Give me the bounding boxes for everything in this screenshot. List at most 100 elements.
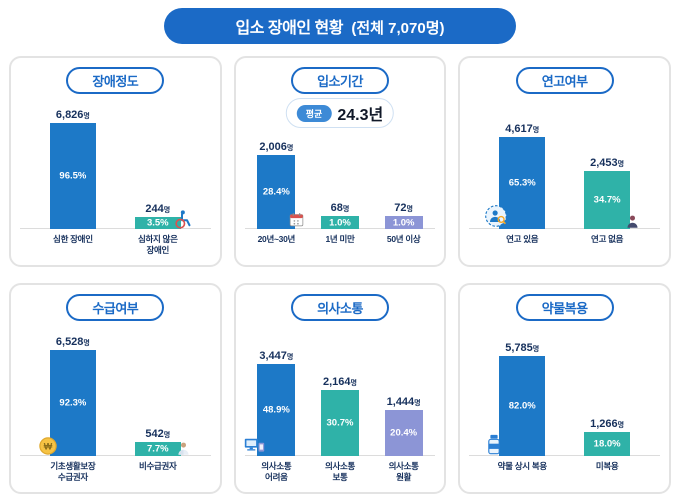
average-badge-value: 24.3년: [337, 107, 384, 124]
bar-label: 약물 상시 복용: [497, 461, 548, 471]
panel-communication: 의사소통 3,447명 48.9% 의사소통 어려움 2,164명 30.7%: [233, 283, 447, 494]
wheelchair-icon: [172, 209, 192, 229]
bar-chart-admission-period: 평균 24.3년 2,006명 28.4% 20년~30년 68명: [241, 98, 440, 258]
panel-grid: 장애정도 6,826명 96.5% 심한 장애인 244명 3.5% 심하지 않…: [0, 56, 680, 494]
bar-label: 심한 장애인: [53, 234, 93, 244]
bar: 3.5%: [134, 217, 181, 229]
bar-label: 미복용: [595, 461, 619, 471]
bar-percent: 65.3%: [508, 177, 536, 189]
bar-value: 2,453명: [590, 157, 625, 169]
bar: 82.0%: [499, 356, 546, 456]
bar-group: 4,617명 65.3% 연고 있음: [485, 98, 550, 258]
bar-group: 1,266명 18.0% 미복용: [579, 325, 635, 485]
bar-chart-family-ties: 4,617명 65.3% 연고 있음 2,453명 34.7% 연고 없음: [465, 98, 664, 258]
panel-row-1: 장애정도 6,826명 96.5% 심한 장애인 244명 3.5% 심하지 않…: [9, 56, 672, 267]
bar-label: 비수급권자: [138, 461, 177, 471]
average-badge-label: 평균: [296, 104, 332, 122]
bar-percent: 3.5%: [146, 217, 169, 229]
bar-label: 심하지 않은 장애인: [137, 234, 178, 255]
bar-percent: 1.0%: [329, 217, 351, 228]
person-search-icon: [484, 204, 508, 228]
bar-group: 6,826명 96.5% 심한 장애인: [45, 98, 101, 258]
bar-group: 244명 3.5% 심하지 않은 장애인: [130, 98, 191, 258]
bar-label: 의사소통 원활: [388, 461, 419, 482]
bar-value: 542명: [145, 428, 171, 440]
bar-value: 1,266명: [590, 418, 625, 430]
bar-percent: 30.7%: [326, 417, 354, 429]
bar: 30.7%: [320, 390, 359, 456]
person-icon: [625, 214, 640, 229]
bar-percent: 92.3%: [59, 397, 87, 409]
bar-value: 2,006명: [259, 141, 294, 153]
bar-label: 20년~30년: [257, 234, 296, 244]
panel-title: 장애정도: [66, 67, 165, 94]
bar: 7.7%: [134, 442, 181, 456]
bar-value: 72명: [394, 202, 413, 214]
bar-chart-communication: 3,447명 48.9% 의사소통 어려움 2,164명 30.7% 의사소통 …: [241, 325, 440, 485]
bar-group: 68명 1.0% 1년 미만: [312, 98, 368, 258]
bar-percent: 82.0%: [508, 400, 536, 412]
bar: 18.0%: [584, 432, 631, 456]
coin-icon: ₩: [39, 437, 57, 455]
bar-chart-medication: 5,785명 82.0% 약물 상시 복용 1,266명 18.0% 미복용: [465, 325, 664, 485]
bar-label: 의사소통 어려움: [261, 461, 292, 482]
bar-value: 6,826명: [55, 109, 90, 121]
bar: 28.4%: [257, 155, 296, 229]
panel-title: 입소기간: [291, 67, 389, 94]
panel-title: 수급여부: [66, 294, 165, 321]
bar-value: 3,447명: [259, 350, 294, 362]
bar-label: 50년 이상: [386, 234, 421, 244]
bar: 1.0%: [320, 216, 359, 229]
bar-group: 542명 7.7% 비수급권자: [130, 325, 189, 485]
bar-value: 1,444명: [386, 396, 421, 408]
panel-title: 연고여부: [515, 67, 614, 94]
bar: 34.7%: [584, 171, 631, 229]
bar-value: 5,785명: [505, 342, 540, 354]
bar-value: 68명: [330, 202, 350, 214]
bar-percent: 20.4%: [390, 427, 418, 439]
bar-group: 1,444명 20.4% 의사소통 원활: [376, 325, 432, 485]
bar-label: 연고 없음: [591, 234, 624, 244]
bar-percent: 1.0%: [392, 217, 415, 228]
panel-title: 약물복용: [515, 294, 614, 321]
page-title-total: (전체 7,070명): [351, 20, 445, 37]
panel-title: 의사소통: [291, 294, 389, 321]
panel-benefit-status: 수급여부 6,528명 92.3% 기초생활보장 수급권자 ₩ 542명 7.7…: [9, 283, 222, 494]
bar-group: 2,164명 30.7% 의사소통 보통: [312, 325, 368, 485]
panel-disability-degree: 장애정도 6,826명 96.5% 심한 장애인 244명 3.5% 심하지 않…: [9, 56, 222, 267]
bar-percent: 7.7%: [146, 443, 169, 455]
bar-percent: 48.9%: [262, 404, 290, 416]
panel-medication: 약물복용 5,785명 82.0% 약물 상시 복용 1,266명 18.0%: [458, 283, 672, 494]
bar-group: 2,453명 34.7% 연고 없음: [579, 98, 638, 258]
bar-percent: 18.0%: [593, 438, 621, 450]
computer-icon: [244, 437, 265, 455]
panel-row-2: 수급여부 6,528명 92.3% 기초생활보장 수급권자 ₩ 542명 7.7…: [9, 283, 672, 494]
calendar-icon: [288, 211, 305, 228]
bar-value: 2,164명: [322, 376, 357, 388]
bar-label: 기초생활보장 수급권자: [50, 461, 96, 482]
bar-group: 2,006명 28.4% 20년~30년: [248, 98, 304, 258]
bar: 1.0%: [384, 216, 423, 229]
page-title-text: 입소 장애인 현황: [235, 20, 344, 37]
bar-label: 의사소통 보통: [324, 461, 356, 482]
bar: 96.5%: [49, 123, 96, 229]
bar-value: 4,617명: [505, 123, 540, 135]
bar-percent: 34.7%: [593, 194, 621, 206]
average-badge: 평균 24.3년: [285, 98, 395, 128]
bar: 92.3%: [49, 350, 96, 456]
medicine-bottle-icon: [486, 434, 502, 455]
svg-text:₩: ₩: [44, 442, 53, 452]
panel-admission-period: 입소기간 평균 24.3년 2,006명 28.4% 20년~30년: [233, 56, 447, 267]
panel-family-ties: 연고여부 4,617명 65.3% 연고 있음 2,453명 34.7%: [458, 56, 672, 267]
bar-percent: 96.5%: [59, 170, 87, 182]
bar-chart-benefit-status: 6,528명 92.3% 기초생활보장 수급권자 ₩ 542명 7.7% 비수급…: [16, 325, 215, 485]
bar-chart-disability-degree: 6,826명 96.5% 심한 장애인 244명 3.5% 심하지 않은 장애인: [16, 98, 215, 258]
bar-group: 5,785명 82.0% 약물 상시 복용: [488, 325, 550, 485]
bar-value: 6,528명: [55, 336, 90, 348]
bar-label: 연고 있음: [506, 234, 539, 244]
bar-group: 3,447명 48.9% 의사소통 어려움: [245, 325, 304, 485]
bar-group: 72명 1.0% 50년 이상: [376, 98, 432, 258]
bar-percent: 28.4%: [262, 186, 290, 198]
page-title: 입소 장애인 현황 (전체 7,070명): [164, 8, 516, 44]
bar: 20.4%: [384, 410, 423, 456]
